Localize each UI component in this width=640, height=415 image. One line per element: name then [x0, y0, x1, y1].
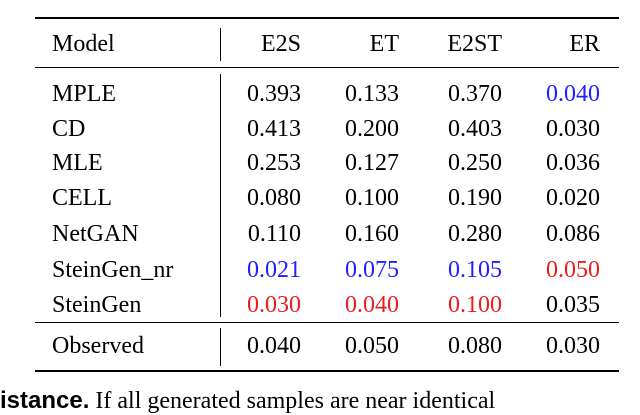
value-cell: 0.403 [448, 116, 502, 142]
model-name: MPLE [52, 81, 117, 107]
header-cell: ER [569, 31, 600, 57]
value-cell: 0.160 [345, 221, 399, 247]
header-cell: ET [369, 31, 399, 57]
bottom-rule [35, 370, 619, 372]
column-divider [220, 328, 222, 366]
model-name: CELL [52, 185, 112, 211]
header-cell: Model [52, 31, 115, 57]
value-cell: 0.100 [448, 292, 502, 318]
value-cell: 0.080 [448, 333, 502, 359]
value-cell: 0.133 [345, 81, 399, 107]
value-cell: 0.030 [546, 116, 600, 142]
value-cell: 0.035 [546, 292, 600, 318]
value-cell: 0.393 [247, 81, 301, 107]
value-cell: 0.050 [345, 333, 399, 359]
value-cell: 0.413 [247, 116, 301, 142]
text: If all generated samples are near identi… [95, 388, 496, 414]
value-cell: 0.127 [345, 150, 399, 176]
value-cell: 0.040 [247, 333, 301, 359]
model-name: CD [52, 116, 86, 142]
model-name: SteinGen_nr [52, 257, 174, 283]
value-cell: 0.080 [247, 185, 301, 211]
value-cell: 0.040 [345, 292, 399, 318]
heading: istance. [0, 387, 90, 414]
value-cell: 0.253 [247, 150, 301, 176]
value-cell: 0.190 [448, 185, 502, 211]
value-cell: 0.250 [448, 150, 502, 176]
value-cell: 0.280 [448, 221, 502, 247]
value-cell: 0.105 [448, 257, 502, 283]
header-cell: E2S [260, 31, 301, 57]
model-name: NetGAN [52, 221, 139, 247]
header-cell: E2ST [447, 31, 502, 57]
value-cell: 0.050 [546, 257, 600, 283]
model-name: MLE [52, 150, 103, 176]
value-cell: 0.086 [546, 221, 600, 247]
value-cell: 0.040 [546, 81, 600, 107]
value-cell: 0.030 [247, 292, 301, 318]
value-cell: 0.020 [546, 185, 600, 211]
value-cell: 0.110 [247, 221, 301, 247]
value-cell: 0.200 [345, 116, 399, 142]
column-divider [220, 74, 222, 317]
model-name: SteinGen [52, 292, 142, 318]
model-name: Observed [52, 333, 144, 359]
header-rule [35, 67, 619, 69]
value-cell: 0.036 [546, 150, 600, 176]
mid-rule [35, 322, 619, 324]
page: istance. If all generated samples are ne… [0, 17, 619, 414]
value-cell: 0.100 [345, 185, 399, 211]
top-rule [35, 17, 619, 19]
value-cell: 0.021 [247, 257, 301, 283]
value-cell: 0.075 [345, 257, 399, 283]
following-text: istance. If all generated samples are ne… [0, 387, 495, 415]
value-cell: 0.030 [546, 333, 600, 359]
value-cell: 0.370 [448, 81, 502, 107]
column-divider [220, 28, 222, 61]
